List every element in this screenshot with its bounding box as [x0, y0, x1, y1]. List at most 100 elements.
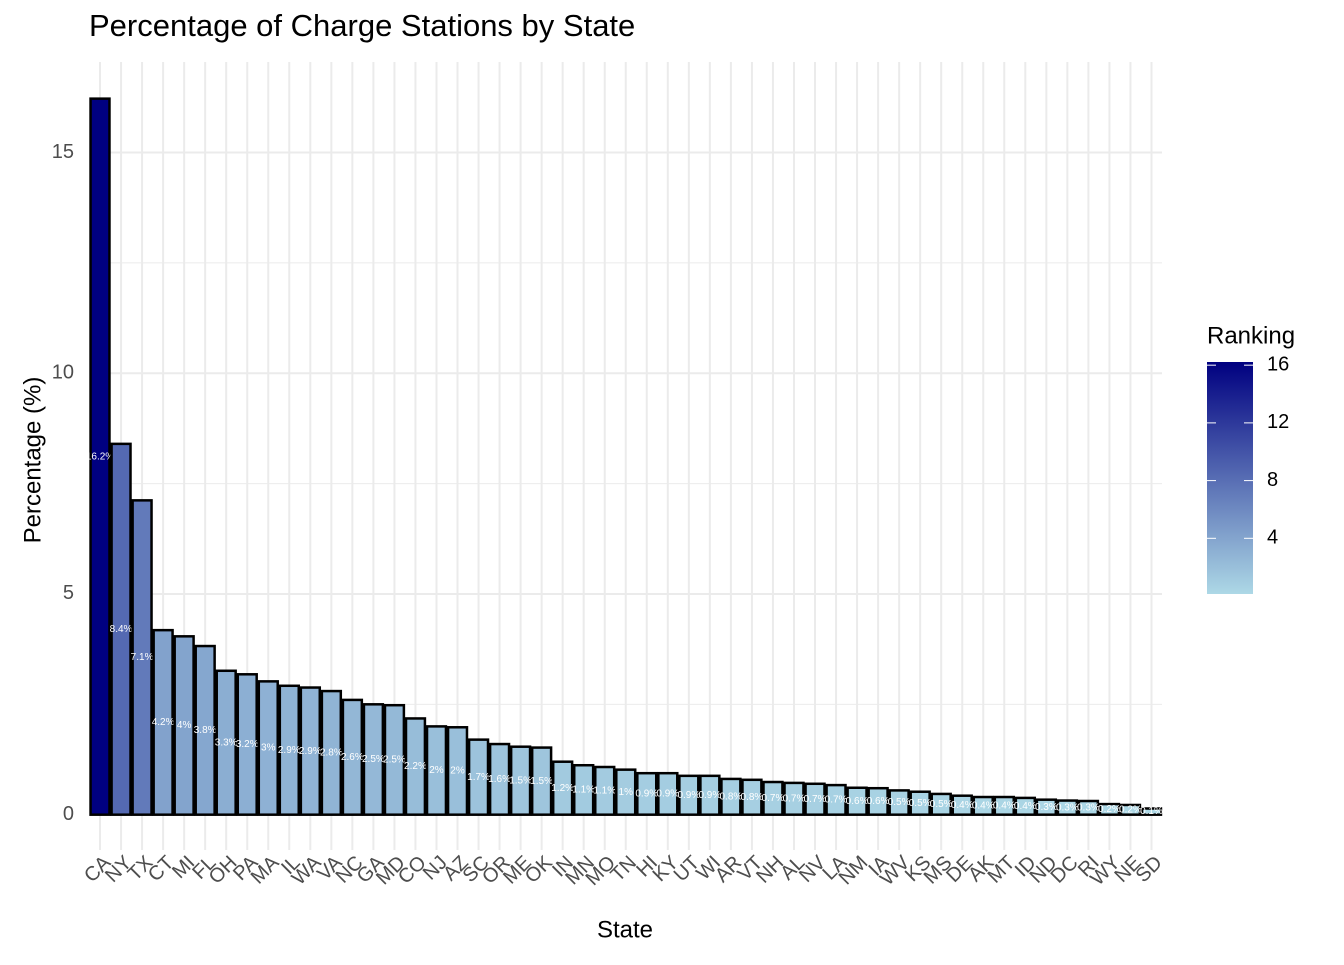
data-label: 3.8%	[194, 725, 217, 736]
bar	[678, 774, 700, 816]
bar	[1056, 799, 1079, 816]
bar	[173, 635, 195, 816]
data-label: 0.7%	[825, 795, 848, 806]
bar	[867, 786, 889, 816]
y-tick-label: 15	[52, 141, 74, 163]
legend-tick-label: 8	[1267, 469, 1278, 491]
data-label: 0.7%	[804, 794, 827, 805]
data-label: 2.8%	[320, 748, 343, 759]
data-label: 0.9%	[677, 790, 700, 801]
data-label: 3.2%	[236, 739, 259, 750]
legend-tick-label: 12	[1267, 411, 1289, 433]
bar	[530, 746, 553, 816]
legend-tick-label: 16	[1267, 353, 1289, 375]
bar	[741, 778, 763, 816]
bar	[846, 786, 868, 816]
data-label: 0.6%	[846, 796, 869, 807]
bar	[383, 703, 406, 816]
bar	[299, 686, 322, 816]
data-label: 2.9%	[278, 745, 301, 756]
data-label: 2%	[429, 765, 444, 776]
bar	[1098, 802, 1121, 816]
bar	[762, 780, 784, 816]
data-label: 0.6%	[867, 796, 890, 807]
data-label: 0.1%	[1140, 806, 1163, 817]
bar	[951, 794, 973, 816]
data-label: 2%	[450, 766, 465, 777]
bar	[825, 783, 847, 816]
bar	[636, 771, 658, 816]
bar	[551, 760, 574, 816]
x-tick-label: MA	[247, 851, 284, 888]
bar	[657, 771, 679, 816]
bar	[1077, 799, 1100, 816]
bar	[257, 680, 279, 816]
data-label: 0.7%	[783, 793, 806, 804]
bar	[572, 763, 595, 816]
data-label: 0.4%	[972, 800, 995, 811]
data-label: 0.3%	[1056, 802, 1079, 813]
data-label: 0.9%	[698, 790, 721, 801]
data-label: 0.3%	[1077, 802, 1100, 813]
data-label: 0.4%	[951, 800, 974, 811]
bar	[404, 717, 427, 816]
bar	[110, 442, 132, 816]
data-label: 3.3%	[215, 737, 238, 748]
data-label: 0.5%	[909, 798, 932, 809]
data-label: 0.2%	[1098, 804, 1121, 815]
legend-title: Ranking	[1207, 322, 1295, 349]
data-label: 1.7%	[467, 772, 490, 783]
y-tick-label: 5	[63, 582, 74, 604]
legend-tick-label: 4	[1267, 527, 1278, 549]
data-label: 0.5%	[888, 797, 911, 808]
bar	[320, 689, 343, 816]
bar	[152, 628, 174, 816]
data-label: 0.2%	[1119, 804, 1142, 815]
bar	[425, 725, 448, 816]
data-label: 0.7%	[762, 793, 785, 804]
chart-title: Percentage of Charge Stations by State	[89, 8, 635, 43]
bar	[699, 774, 721, 816]
data-label: 2.5%	[362, 754, 385, 765]
bar	[615, 768, 637, 816]
data-label: 0.3%	[1035, 802, 1058, 813]
y-tick-label: 10	[52, 362, 74, 384]
data-label: 1.5%	[530, 776, 553, 787]
bar	[930, 792, 952, 816]
data-label: 3%	[261, 743, 276, 754]
bar	[783, 781, 805, 816]
bar	[446, 726, 469, 816]
bar	[993, 795, 1015, 816]
bar	[909, 790, 931, 816]
data-label: 16.2%	[86, 451, 114, 462]
data-label: 1.5%	[509, 775, 532, 786]
x-axis-title: State	[597, 916, 653, 943]
bar	[720, 777, 742, 816]
bar	[89, 97, 111, 816]
bar	[1140, 807, 1163, 816]
data-label: 1.6%	[488, 774, 511, 785]
data-label: 0.4%	[1014, 801, 1037, 812]
data-label: 0.9%	[656, 789, 679, 800]
y-tick-label: 0	[63, 803, 74, 825]
data-label: 2.5%	[383, 755, 406, 766]
bar	[131, 499, 153, 816]
data-label: 4.2%	[152, 717, 175, 728]
data-label: 7.1%	[131, 652, 154, 663]
bar	[362, 703, 385, 816]
bar	[194, 644, 216, 816]
bar	[341, 698, 364, 816]
data-label: 0.8%	[741, 792, 764, 803]
data-label: 2.2%	[404, 761, 427, 772]
bar	[236, 673, 258, 816]
data-label: 0.8%	[719, 791, 742, 802]
bar	[972, 795, 994, 816]
bar	[467, 738, 490, 816]
data-label: 1%	[619, 787, 634, 798]
bar	[509, 745, 532, 816]
data-label: 8.4%	[110, 624, 133, 635]
data-label: 2.6%	[341, 752, 364, 763]
data-label: 2.9%	[299, 746, 322, 757]
